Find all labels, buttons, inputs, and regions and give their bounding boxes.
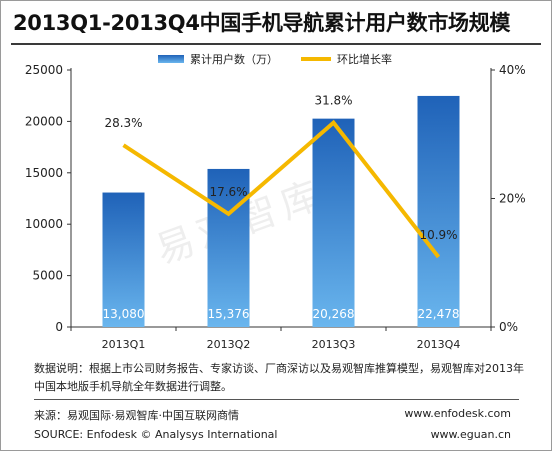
y-left-tick-label: 5000 (32, 269, 63, 283)
legend-bar-label: 累计用户数（万） (190, 52, 278, 66)
x-tick-label: 2013Q3 (312, 338, 356, 351)
bar (417, 95, 460, 327)
chart-title: 2013Q1-2013Q4中国手机导航累计用户数市场规模 (13, 11, 511, 35)
y-left-tick-label: 25000 (25, 63, 63, 77)
y-left-tick-label: 15000 (25, 166, 63, 180)
y-left-tick-label: 10000 (25, 217, 63, 231)
source-cn: 来源：易观国际·易观智库·中国互联网商情 (34, 409, 239, 422)
footer-divider (34, 399, 519, 400)
x-tick-label: 2013Q1 (102, 338, 146, 351)
bar (102, 192, 145, 327)
bar-value-label: 13,080 (103, 307, 145, 321)
bar-value-label: 15,376 (208, 307, 250, 321)
bar (312, 118, 355, 327)
y-left-tick-label: 20000 (25, 114, 63, 128)
y-right-tick-label: 20% (499, 192, 526, 206)
data-note: 数据说明：根据上市公司财务报告、专家访谈、厂商深访以及易观智库推算模型，易观智库… (34, 362, 524, 393)
y-right-tick-label: 40% (499, 63, 526, 77)
growth-line (122, 119, 441, 259)
chart-plot: 0 5000 10000 15000 20000 25000 0% 20% 40% 2013Q1 2… (25, 52, 526, 351)
growth-value-label: 28.3% (104, 116, 142, 130)
source-en: SOURCE: Enfodesk © Analysys Internationa… (34, 428, 278, 441)
title-divider (11, 43, 541, 45)
x-tick-label: 2013Q2 (207, 338, 251, 351)
y-left-tick-label: 0 (55, 320, 63, 334)
url-eguan: www.eguan.cn (430, 428, 511, 441)
url-enfodesk: www.enfodesk.com (404, 407, 511, 420)
growth-value-label: 10.9% (419, 228, 457, 242)
growth-value-label: 17.6% (209, 185, 247, 199)
x-tick-label: 2013Q4 (417, 338, 461, 351)
bar-value-label: 22,478 (418, 307, 460, 321)
bar-value-label: 20,268 (313, 307, 355, 321)
y-right-tick-label: 0% (499, 320, 518, 334)
legend-bar-swatch (158, 55, 184, 63)
growth-value-label: 31.8% (314, 94, 352, 108)
legend-line-label: 环比增长率 (337, 52, 392, 66)
bar (207, 168, 250, 327)
